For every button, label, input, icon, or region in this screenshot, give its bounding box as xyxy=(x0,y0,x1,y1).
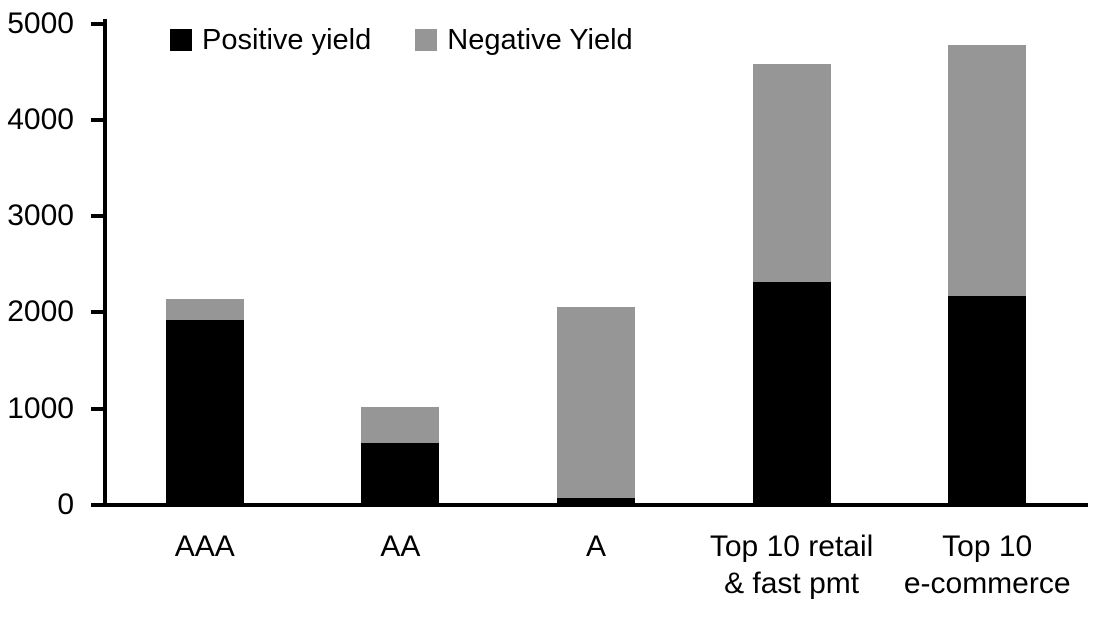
y-axis-tick-label: 5000 xyxy=(7,6,74,40)
bar-segment-positive xyxy=(361,443,440,503)
y-axis-tick-label: 2000 xyxy=(7,295,74,329)
y-axis-tick xyxy=(91,406,103,411)
x-axis-category-label: A xyxy=(585,530,606,563)
y-axis-tick-label: 1000 xyxy=(7,391,74,425)
x-axis-category-label: AAA xyxy=(174,530,235,563)
bar-segment-negative xyxy=(165,298,244,321)
x-axis-category-label: Top 10 retail & fast pmt xyxy=(709,530,874,600)
legend-label-negative-yield: Negative Yield xyxy=(447,24,633,56)
y-axis-tick xyxy=(91,310,103,315)
y-axis-tick-label: 3000 xyxy=(7,199,74,233)
legend-swatch-positive-yield xyxy=(170,29,192,51)
bar-segment-positive xyxy=(557,498,635,503)
y-axis-line xyxy=(103,19,107,507)
legend-label-positive-yield: Positive yield xyxy=(202,24,372,56)
legend-swatch-negative-yield xyxy=(415,29,438,51)
bar-segment-positive xyxy=(165,320,244,503)
y-axis-tick xyxy=(91,214,103,219)
y-axis-tick xyxy=(91,21,103,26)
x-axis-line xyxy=(91,503,1088,507)
bar-segment-positive xyxy=(948,295,1027,503)
legend-item-negative-yield: Negative Yield xyxy=(415,24,633,56)
legend-item-positive-yield: Positive yield xyxy=(170,24,371,56)
chart-legend: Positive yield Negative Yield xyxy=(170,24,633,56)
bar-segment-negative xyxy=(948,44,1027,296)
bar-segment-negative xyxy=(557,306,635,499)
y-axis-tick xyxy=(91,503,103,507)
y-axis-tick-label: 4000 xyxy=(7,102,74,136)
bar-segment-positive xyxy=(752,282,831,503)
x-axis-category-label: Top 10 e-commerce xyxy=(903,530,1071,600)
x-axis-category-label: AA xyxy=(380,530,421,563)
bar-segment-negative xyxy=(752,63,831,283)
y-axis-tick-label: 0 xyxy=(57,488,74,521)
bar-segment-negative xyxy=(361,406,440,444)
y-axis-tick xyxy=(91,117,103,122)
